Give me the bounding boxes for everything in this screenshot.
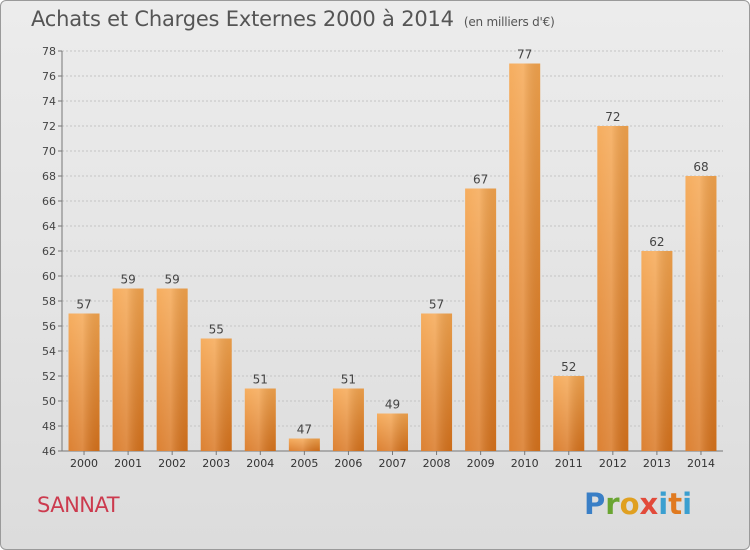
- title-text: Achats et Charges Externes 2000 à 2014: [31, 7, 454, 31]
- bars: [68, 63, 717, 451]
- data-label: 51: [341, 373, 356, 387]
- x-tick-label: 2005: [290, 457, 318, 470]
- bar-highlight: [244, 388, 276, 451]
- y-tick-label: 68: [42, 170, 56, 183]
- bar-highlight: [465, 188, 497, 451]
- y-tick-label: 46: [42, 445, 56, 458]
- data-label: 62: [649, 235, 664, 249]
- bar-highlight: [553, 376, 585, 451]
- bar-highlight: [288, 438, 320, 451]
- brand-letter: r: [605, 487, 620, 521]
- y-tick-label: 62: [42, 245, 56, 258]
- data-label: 57: [76, 298, 91, 312]
- y-tick-label: 66: [42, 195, 56, 208]
- y-tick-label: 58: [42, 295, 56, 308]
- y-tick-label: 60: [42, 270, 56, 283]
- x-tick-label: 2014: [687, 457, 715, 470]
- labels: 46 48 50 52 54 56 58 60 62 64 66 68 70 72 74 76 78 57 2000…: [42, 45, 715, 470]
- x-tick-label: 2008: [423, 457, 451, 470]
- brand-logo: Proxiti: [584, 487, 692, 521]
- brand-letter: P: [584, 487, 606, 521]
- x-tick-label: 2004: [246, 457, 274, 470]
- bar-highlight: [421, 313, 453, 451]
- data-label: 68: [693, 160, 708, 174]
- brand-letter: t: [668, 487, 683, 521]
- brand-letter: i: [682, 487, 693, 521]
- x-tick-label: 2009: [467, 457, 495, 470]
- x-tick-label: 2013: [643, 457, 671, 470]
- unit-label: (en milliers d'€): [463, 15, 555, 29]
- y-tick-label: 54: [42, 345, 56, 358]
- y-tick-label: 72: [42, 120, 56, 133]
- bar-highlight: [112, 288, 144, 451]
- x-tick-label: 2007: [379, 457, 407, 470]
- x-tick-label: 2011: [555, 457, 583, 470]
- y-tick-label: 74: [42, 95, 56, 108]
- data-label: 77: [517, 48, 532, 62]
- y-tick-label: 52: [42, 370, 56, 383]
- y-tick-label: 56: [42, 320, 56, 333]
- bar-highlight: [332, 388, 364, 451]
- y-tick-label: 50: [42, 395, 56, 408]
- bar-highlight: [377, 413, 408, 451]
- data-label: 47: [297, 423, 312, 437]
- x-tick-label: 2000: [70, 457, 98, 470]
- brand-letter: i: [658, 487, 669, 521]
- place-name: SANNAT: [37, 493, 120, 517]
- bar-highlight: [685, 176, 717, 451]
- data-label: 59: [120, 273, 135, 287]
- brand-letter: o: [619, 487, 640, 521]
- bar-highlight: [509, 63, 541, 451]
- data-label: 72: [605, 110, 620, 124]
- bar-highlight: [156, 288, 188, 451]
- x-tick-label: 2003: [202, 457, 230, 470]
- bar-highlight: [200, 338, 232, 451]
- data-label: 67: [473, 173, 488, 187]
- data-label: 59: [165, 273, 180, 287]
- y-tick-label: 70: [42, 145, 56, 158]
- y-tick-label: 76: [42, 70, 56, 83]
- y-tick-label: 48: [42, 420, 56, 433]
- y-tick-label: 78: [42, 45, 56, 58]
- x-tick-label: 2010: [511, 457, 539, 470]
- data-label: 55: [209, 323, 224, 337]
- x-tick-label: 2006: [334, 457, 362, 470]
- x-tick-label: 2012: [599, 457, 627, 470]
- data-label: 51: [253, 373, 268, 387]
- data-label: 49: [385, 398, 400, 412]
- x-tick-label: 2002: [158, 457, 186, 470]
- data-label: 52: [561, 360, 576, 374]
- brand-letter: x: [639, 487, 659, 521]
- bar-highlight: [597, 126, 629, 451]
- data-label: 57: [429, 298, 444, 312]
- bar-highlight: [68, 313, 100, 451]
- chart-title: Achats et Charges Externes 2000 à 2014 (e…: [31, 7, 555, 31]
- bar-highlight: [641, 251, 673, 451]
- y-tick-label: 64: [42, 220, 56, 233]
- x-tick-label: 2001: [114, 457, 142, 470]
